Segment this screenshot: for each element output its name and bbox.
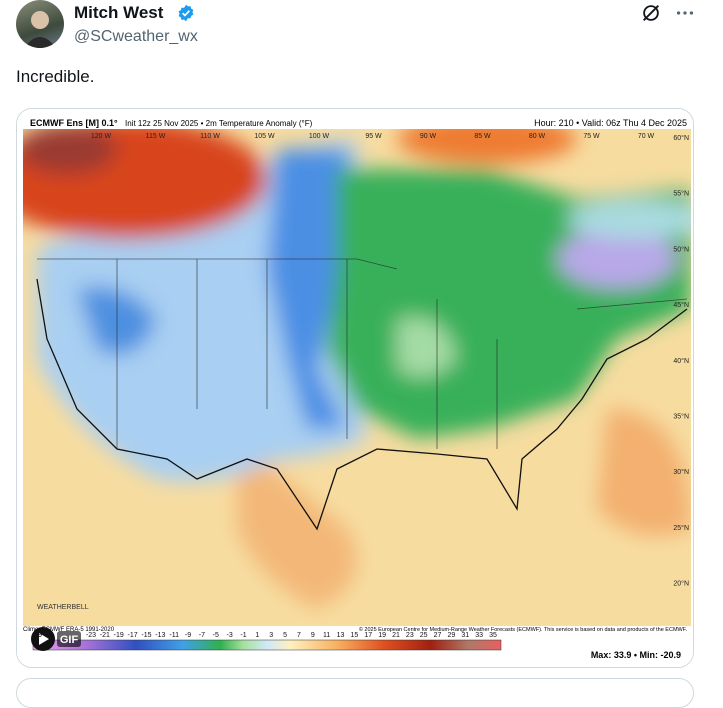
longitude-label: 75 W [583,133,600,140]
colorbar-label: 3 [269,632,273,639]
warm-hudson [397,129,577,164]
latitude-label: 35°N [673,413,689,421]
colorbar-label: -23 [86,632,96,639]
play-icon [39,633,49,645]
colorbar-label: -29 [32,632,42,639]
colorbar-label: 13 [337,632,345,639]
colorbar-label: 19 [378,632,386,639]
colorbar-label: -3 [227,632,233,639]
copyright-note: © 2025 European Centre for Medium-Range … [359,626,688,633]
avatar[interactable] [16,0,64,48]
longitude-label: 95 W [365,133,382,140]
latitude-label: 25°N [673,524,689,532]
longitude-label: 80 W [529,133,546,140]
latitude-label: 40°N [673,357,689,365]
colorbar-label: 9 [311,632,315,639]
map-field [23,129,691,626]
cold-plains [267,149,357,429]
colorbar-label: 25 [420,632,428,639]
longitude-label: 105 W [254,133,275,140]
latitude-label: 60°N [673,134,689,142]
page: {"tweet": { "author": {"name": "Mitch We… [16,0,696,708]
colorbar-label: -11 [169,632,179,639]
colorbar-label: 7 [297,632,301,639]
colorbar [32,639,502,651]
map-header-bar [23,118,691,129]
tweet-text: Incredible. [16,67,95,86]
colorbar-label: -13 [155,632,165,639]
colorbar-label: -19 [114,632,124,639]
header-left: ECMWF Ens [M] 0.1° [30,118,118,128]
author-handle[interactable]: @SCweather_wx [74,28,198,45]
colorbar-label: 5 [283,632,287,639]
grok-button[interactable] [640,2,662,24]
cyan-labrador [567,199,691,239]
colorbar-label: 27 [434,632,442,639]
longitude-label: 70 W [638,133,655,140]
warm-mexico [237,439,357,609]
gif-label: GIF [60,634,79,646]
logo: WEATHERBELL [37,604,89,611]
longitude-label: 85 W [474,133,491,140]
climo-note: Climo: ECMWF ERA-5 1991-2020 [23,627,115,633]
longitude-label: 100 W [309,133,330,140]
colorbar-label: -17 [128,632,138,639]
colorbar-label: -9 [185,632,191,639]
avatar-art [24,11,56,48]
colorbar-label: 35 [489,632,497,639]
verified-badge [178,4,194,22]
colorbar-label: 33 [475,632,483,639]
borders [37,258,688,449]
stats: Max: 33.9 • Min: -20.9 [591,650,681,660]
colorbar-label: -21 [100,632,110,639]
coastline [36,278,688,531]
purple-quebec [557,229,677,289]
colorbar-label: 23 [406,632,414,639]
longitude-label: 90 W [420,133,437,140]
header-init: Init 12z 25 Nov 2025 • 2m Temperature An… [125,119,313,128]
latitude-label: 45°N [673,301,689,309]
header-right: Hour: 210 • Valid: 06z Thu 4 Dec 2025 [534,118,687,128]
latitude-label: 50°N [673,245,689,253]
colorbar-label: -5 [213,632,219,639]
more-button[interactable] [674,2,696,24]
colorbar-label: -1 [240,632,246,639]
longitude-label: 110 W [200,133,220,140]
media-card[interactable]: ECMWF Ens [M] 0.1° Init 12z 25 Nov 2025 … [16,108,694,668]
colorbar-label: 29 [448,632,456,639]
longitude-label: 120 W [91,133,112,140]
weather-map: ECMWF Ens [M] 0.1° Init 12z 25 Nov 2025 … [17,109,693,667]
longitude-label: 115 W [146,133,166,140]
latitude-label: 20°N [673,580,689,588]
colorbar-label: 11 [323,632,330,639]
anomaly-blobs [23,129,691,609]
colorbar-label: -7 [199,632,205,639]
next-card [16,678,694,708]
colorbar-label: 21 [392,632,400,639]
colorbar-label: -15 [141,632,151,639]
colorbar-label: 15 [350,632,358,639]
warm-atlantic [597,409,691,536]
latitude-label: 30°N [673,468,689,476]
colorbar-label: 17 [364,632,372,639]
hot-northwest [23,129,117,174]
colorbar-label: 1 [255,632,259,639]
gif-badge [57,631,81,647]
author-name[interactable]: Mitch West [74,3,164,22]
latitude-label: 55°N [673,190,689,198]
light-green-lakes [397,317,457,377]
colorbar-label: 31 [461,632,469,639]
